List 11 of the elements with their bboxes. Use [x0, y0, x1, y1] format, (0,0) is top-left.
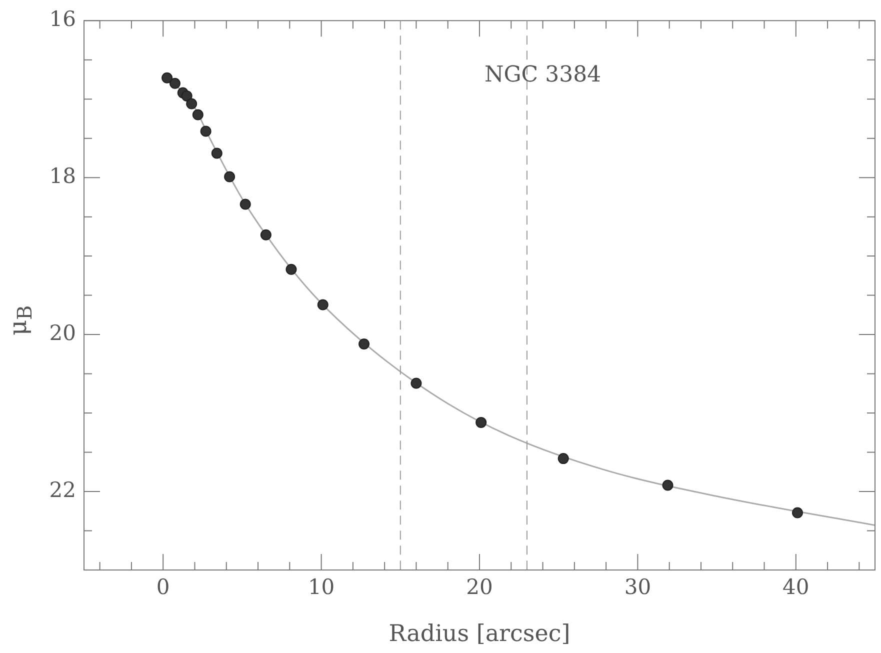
x-axis-title: Radius [arcsec]: [388, 621, 570, 648]
y-tick-label: 16: [49, 7, 76, 32]
y-tick-label: 22: [49, 478, 76, 502]
x-tick-label: 30: [624, 575, 652, 600]
x-tick-label: 20: [466, 575, 493, 600]
x-tick-label: 0: [156, 575, 170, 600]
y-tick-label: 20: [49, 320, 76, 345]
x-tick-label: 40: [782, 575, 810, 600]
x-tick-label: 10: [308, 575, 335, 600]
annotation: NGC 3384: [484, 62, 602, 88]
y-tick-label: 18: [49, 164, 76, 188]
